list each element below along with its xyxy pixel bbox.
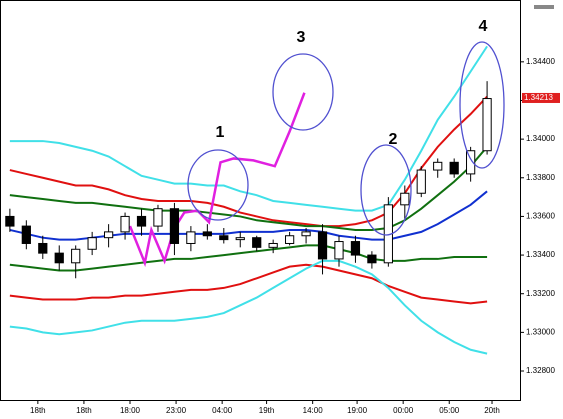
candle-body	[449, 161, 459, 175]
candle-body	[54, 252, 64, 264]
price-label: 1.34213	[524, 93, 553, 102]
annotation-circle	[459, 41, 505, 169]
x-tick-label: 20th	[484, 406, 500, 415]
x-tick-label: 19:00	[347, 406, 368, 415]
candle-body	[235, 237, 245, 241]
candle-body	[38, 242, 48, 254]
candle-body	[285, 235, 295, 244]
candle-body	[433, 161, 443, 171]
candle-body	[103, 231, 114, 239]
annotation-circle	[360, 144, 412, 236]
band-line	[9, 259, 488, 355]
candle-body	[186, 231, 196, 244]
x-tick-label: 19th	[259, 406, 275, 415]
band-line	[9, 244, 488, 272]
candle-body	[252, 237, 262, 248]
candle-body	[5, 215, 15, 227]
x-tick-label: 18th	[76, 406, 92, 415]
x-tick-label: 04:00	[212, 406, 233, 415]
band-line	[9, 263, 488, 305]
x-tick-label: 00:00	[393, 406, 414, 415]
band-line	[9, 146, 488, 231]
candle-body	[202, 231, 212, 237]
candle-body	[120, 215, 130, 233]
candle-body	[350, 241, 361, 256]
candle-body	[334, 241, 344, 260]
y-tick-label: 1.33400	[526, 250, 555, 259]
annotation-label: 1	[216, 124, 225, 141]
candle-body	[482, 98, 492, 152]
candle-body	[268, 242, 278, 248]
annotation-circle	[187, 149, 249, 221]
candle-body	[71, 248, 81, 264]
candle-body	[466, 150, 476, 175]
scroll-marker	[534, 5, 554, 9]
overlay-line	[128, 92, 306, 268]
candle-body	[169, 208, 180, 244]
x-tick-label: 18:00	[120, 406, 141, 415]
y-tick-label: 1.33200	[526, 289, 555, 298]
band-line	[9, 45, 488, 212]
candle-body	[416, 169, 426, 194]
candle-body	[400, 192, 410, 206]
x-tick-label: 23:00	[166, 406, 187, 415]
candle-body	[367, 254, 377, 264]
x-tick-label: 14:00	[303, 406, 324, 415]
candle-body	[136, 215, 147, 227]
annotation-circle	[272, 53, 334, 131]
y-tick-label: 1.33800	[526, 173, 555, 182]
y-tick-label: 1.32800	[526, 366, 555, 375]
candle-body	[21, 225, 31, 244]
candle-body	[219, 235, 229, 241]
y-tick-label: 1.33000	[526, 327, 555, 336]
plot-frame	[0, 0, 521, 401]
annotation-label: 4	[479, 18, 488, 35]
x-tick-label: 05:00	[439, 406, 460, 415]
candle-body	[87, 237, 97, 250]
candle-body	[317, 231, 328, 260]
candle-body	[301, 231, 311, 237]
price-label-box	[522, 92, 560, 103]
y-tick-label: 1.34000	[526, 134, 555, 143]
y-tick-label: 1.33600	[526, 212, 555, 221]
annotation-label: 3	[297, 29, 306, 46]
candle-body	[153, 208, 163, 227]
y-tick-label: 1.34400	[526, 57, 555, 66]
annotation-label: 2	[389, 131, 398, 148]
x-tick-label: 18th	[30, 406, 46, 415]
band-line	[9, 95, 488, 228]
